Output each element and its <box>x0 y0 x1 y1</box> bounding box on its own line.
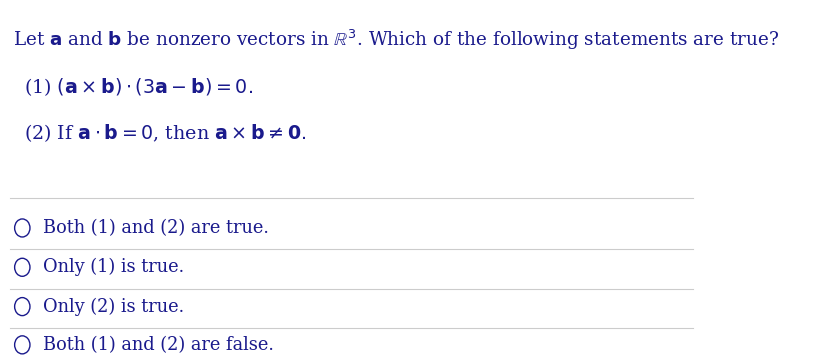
Text: Only (1) is true.: Only (1) is true. <box>43 258 184 276</box>
Text: Both (1) and (2) are true.: Both (1) and (2) are true. <box>43 219 269 237</box>
Text: Let $\mathbf{a}$ and $\mathbf{b}$ be nonzero vectors in $\mathbb{R}^3$. Which of: Let $\mathbf{a}$ and $\mathbf{b}$ be non… <box>13 28 780 52</box>
Text: (1) $(\mathbf{a} \times \mathbf{b}) \cdot (3\mathbf{a} - \mathbf{b}) = 0.$: (1) $(\mathbf{a} \times \mathbf{b}) \cdo… <box>23 76 252 98</box>
Text: Only (2) is true.: Only (2) is true. <box>43 298 184 316</box>
Text: (2) If $\mathbf{a} \cdot \mathbf{b} = 0$, then $\mathbf{a} \times \mathbf{b} \ne: (2) If $\mathbf{a} \cdot \mathbf{b} = 0$… <box>23 123 307 144</box>
Text: Both (1) and (2) are false.: Both (1) and (2) are false. <box>43 336 274 354</box>
